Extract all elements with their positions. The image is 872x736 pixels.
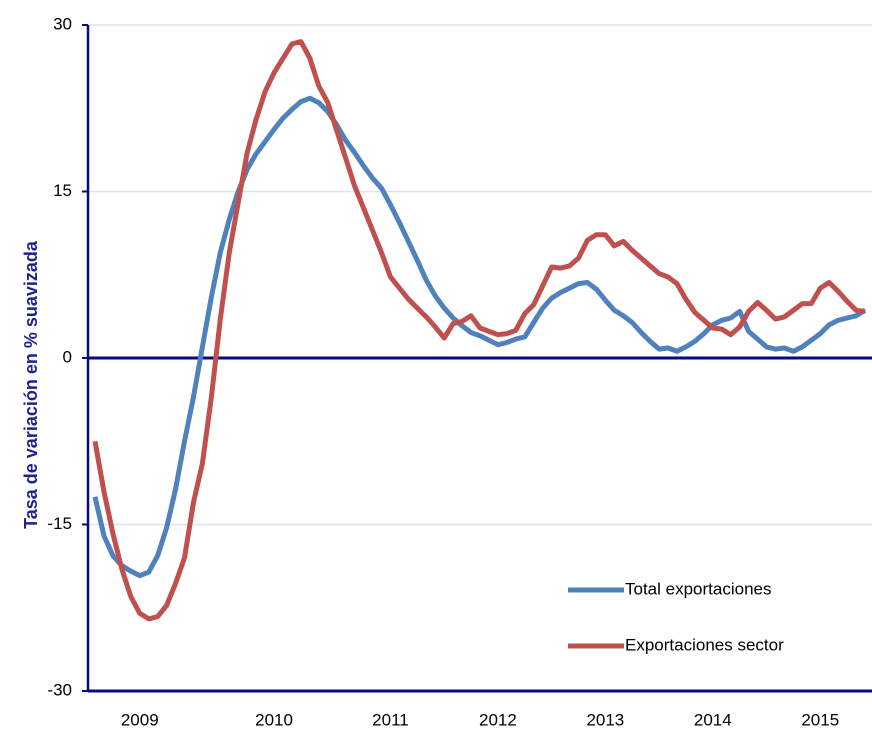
x-tick-label: 2012	[479, 710, 517, 729]
x-tick-label: 2009	[121, 710, 159, 729]
x-tick-label: 2014	[694, 710, 732, 729]
y-tick-label: 30	[53, 14, 72, 33]
x-tick-label: 2015	[801, 710, 839, 729]
legend-label: Total exportaciones	[625, 579, 771, 598]
y-tick-label: 15	[53, 181, 72, 200]
x-tick-label: 2013	[586, 710, 624, 729]
y-axis-title: Tasa de variación en % suavizada	[21, 240, 41, 529]
x-tick-label: 2010	[255, 710, 293, 729]
series-line	[92, 39, 866, 622]
y-tick-label: 0	[63, 347, 72, 366]
y-tick-label: -15	[47, 514, 72, 533]
y-tick-label: -30	[47, 680, 72, 699]
legend-label: Exportaciones sector	[625, 635, 784, 654]
x-tick-label: 2011	[372, 710, 409, 729]
series-line	[92, 95, 867, 579]
